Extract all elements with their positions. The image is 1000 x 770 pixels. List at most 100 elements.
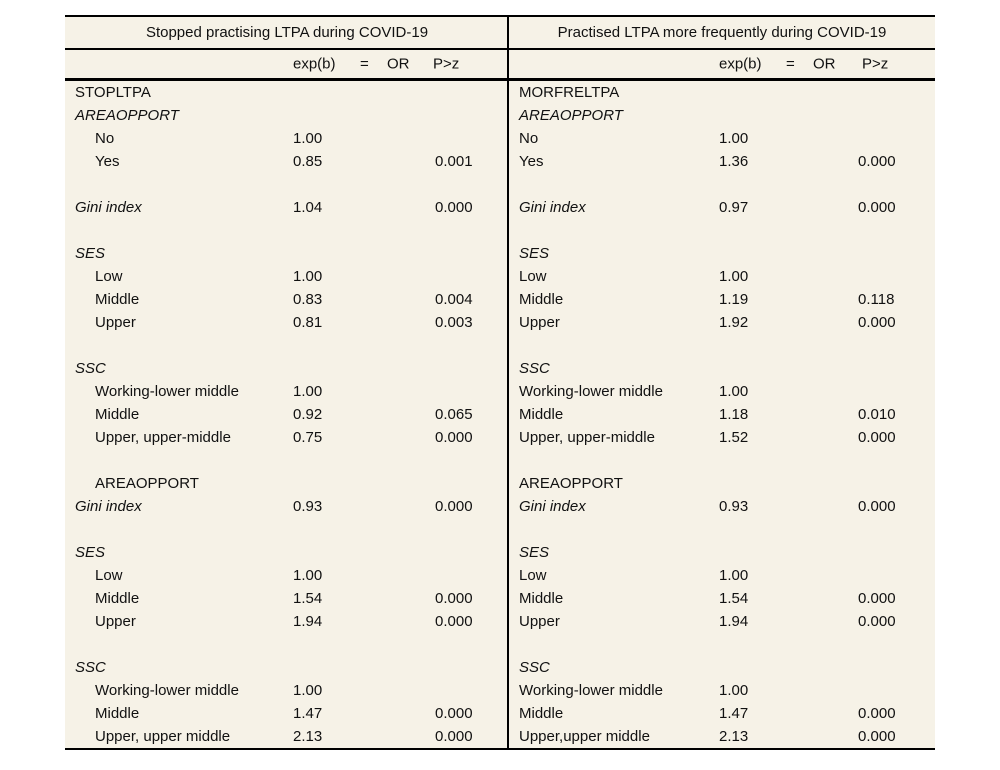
row-label: Upper, upper-middle	[519, 429, 655, 446]
table-row: SES SES	[65, 242, 935, 265]
col-header-expb-left: exp(b)	[293, 55, 336, 73]
table-row: Middle 0.92 0.065 Middle 1.18 0.010	[65, 403, 935, 426]
row-label: Middle	[519, 590, 564, 607]
p-value: 0.003	[435, 314, 473, 331]
col-header-or-right: OR	[813, 55, 836, 73]
row-label: AREAOPPORT	[519, 475, 623, 492]
panel-title-right-text: Practised LTPA more frequently during CO…	[557, 24, 887, 41]
row-label: Middle	[95, 590, 140, 607]
row-label: AREAOPPORT	[95, 475, 199, 492]
table-row: Working-lower middle 1.00 Working-lower …	[65, 679, 935, 702]
row-label: Gini index	[75, 199, 142, 216]
exp-b-value: 1.94	[293, 613, 323, 630]
row-label: SSC	[75, 360, 106, 377]
row-label: Middle	[95, 406, 140, 423]
table-row	[65, 449, 935, 472]
row-left-panel: Working-lower middle 1.00	[65, 380, 509, 403]
row-label: Gini index	[519, 199, 586, 216]
row-label: Gini index	[75, 498, 142, 515]
exp-b-value: 2.13	[719, 728, 749, 745]
exp-b-value: 1.18	[719, 406, 749, 423]
row-left-panel	[65, 334, 509, 357]
row-right-panel: SES	[509, 242, 935, 265]
table-row: Working-lower middle 1.00 Working-lower …	[65, 380, 935, 403]
p-value: 0.118	[858, 291, 895, 308]
table-row: No 1.00 No 1.00	[65, 127, 935, 150]
row-left-panel: SSC	[65, 656, 509, 679]
p-value: 0.000	[435, 705, 473, 722]
row-label: Upper	[519, 613, 560, 630]
p-value: 0.000	[858, 590, 896, 607]
table-row	[65, 173, 935, 196]
row-right-panel: Gini index 0.97 0.000	[509, 196, 935, 219]
exp-b-value: 1.00	[293, 567, 323, 584]
row-left-panel	[65, 449, 509, 472]
row-right-panel: SES	[509, 541, 935, 564]
row-label: Middle	[519, 705, 564, 722]
row-label: SES	[75, 245, 106, 262]
row-right-panel	[509, 219, 935, 242]
table-row: SSC SSC	[65, 656, 935, 679]
col-header-pz-left: P>z	[433, 55, 460, 73]
row-label: Middle	[95, 705, 140, 722]
table-row	[65, 334, 935, 357]
row-label: SES	[519, 245, 550, 262]
exp-b-value: 0.75	[293, 429, 323, 446]
row-label: Upper, upper middle	[95, 728, 231, 745]
row-right-panel: Low 1.00	[509, 265, 935, 288]
exp-b-value: 1.47	[293, 705, 323, 722]
row-label: AREAOPPORT	[519, 107, 623, 124]
row-right-panel: Working-lower middle 1.00	[509, 679, 935, 702]
row-left-panel: Upper, upper middle 2.13 0.000	[65, 725, 509, 748]
row-left-panel: SES	[65, 541, 509, 564]
row-left-panel: Working-lower middle 1.00	[65, 679, 509, 702]
row-left-panel: Middle 0.92 0.065	[65, 403, 509, 426]
row-right-panel: Middle 1.19 0.118	[509, 288, 935, 311]
table-row: AREAOPPORT AREAOPPORT	[65, 104, 935, 127]
p-value: 0.000	[435, 590, 473, 607]
row-left-panel: Gini index 1.04 0.000	[65, 196, 509, 219]
row-label: Middle	[95, 291, 140, 308]
row-right-panel: SSC	[509, 656, 935, 679]
table-row: Gini index 0.93 0.000 Gini index 0.93 0.…	[65, 495, 935, 518]
row-right-panel: AREAOPPORT	[509, 104, 935, 127]
row-right-panel	[509, 518, 935, 541]
panel-title-left-text: Stopped practising LTPA during COVID-19	[145, 24, 429, 41]
row-label: Gini index	[519, 498, 586, 515]
p-value: 0.000	[858, 314, 896, 331]
exp-b-value: 0.93	[719, 498, 749, 515]
row-label: MORFRELTPA	[519, 84, 620, 101]
panel-titles-row: Stopped practising LTPA during COVID-19 …	[65, 17, 935, 50]
row-right-panel: Upper 1.94 0.000	[509, 610, 935, 633]
exp-b-value: 1.00	[719, 130, 749, 147]
row-right-panel	[509, 173, 935, 196]
table-row	[65, 633, 935, 656]
col-header-or-left: OR	[387, 55, 410, 73]
p-value: 0.000	[435, 199, 473, 216]
row-left-panel: Middle 1.54 0.000	[65, 587, 509, 610]
row-label: SSC	[75, 659, 106, 676]
exp-b-value: 0.97	[719, 199, 749, 216]
table-row: Middle 1.54 0.000 Middle 1.54 0.000	[65, 587, 935, 610]
row-right-panel: Upper 1.92 0.000	[509, 311, 935, 334]
row-right-panel: No 1.00	[509, 127, 935, 150]
table-body: STOPLTPA MORFRELTPA AREAOPPORT AREAOPPOR…	[65, 81, 935, 748]
row-label: Yes	[519, 153, 544, 170]
p-value: 0.000	[858, 705, 896, 722]
exp-b-value: 1.00	[719, 268, 749, 285]
exp-b-value: 0.83	[293, 291, 323, 308]
table-row	[65, 518, 935, 541]
col-header-equals-right: =	[786, 55, 795, 73]
exp-b-value: 1.92	[719, 314, 749, 331]
panel-title-right: Practised LTPA more frequently during CO…	[509, 17, 935, 48]
row-left-panel: Upper 0.81 0.003	[65, 311, 509, 334]
exp-b-value: 1.00	[719, 682, 749, 699]
row-right-panel: Upper,upper middle 2.13 0.000	[509, 725, 935, 748]
row-right-panel: Gini index 0.93 0.000	[509, 495, 935, 518]
p-value: 0.010	[858, 406, 896, 423]
exp-b-value: 1.47	[719, 705, 749, 722]
row-left-panel: STOPLTPA	[65, 81, 509, 104]
table-row: SES SES	[65, 541, 935, 564]
exp-b-value: 1.52	[719, 429, 749, 446]
